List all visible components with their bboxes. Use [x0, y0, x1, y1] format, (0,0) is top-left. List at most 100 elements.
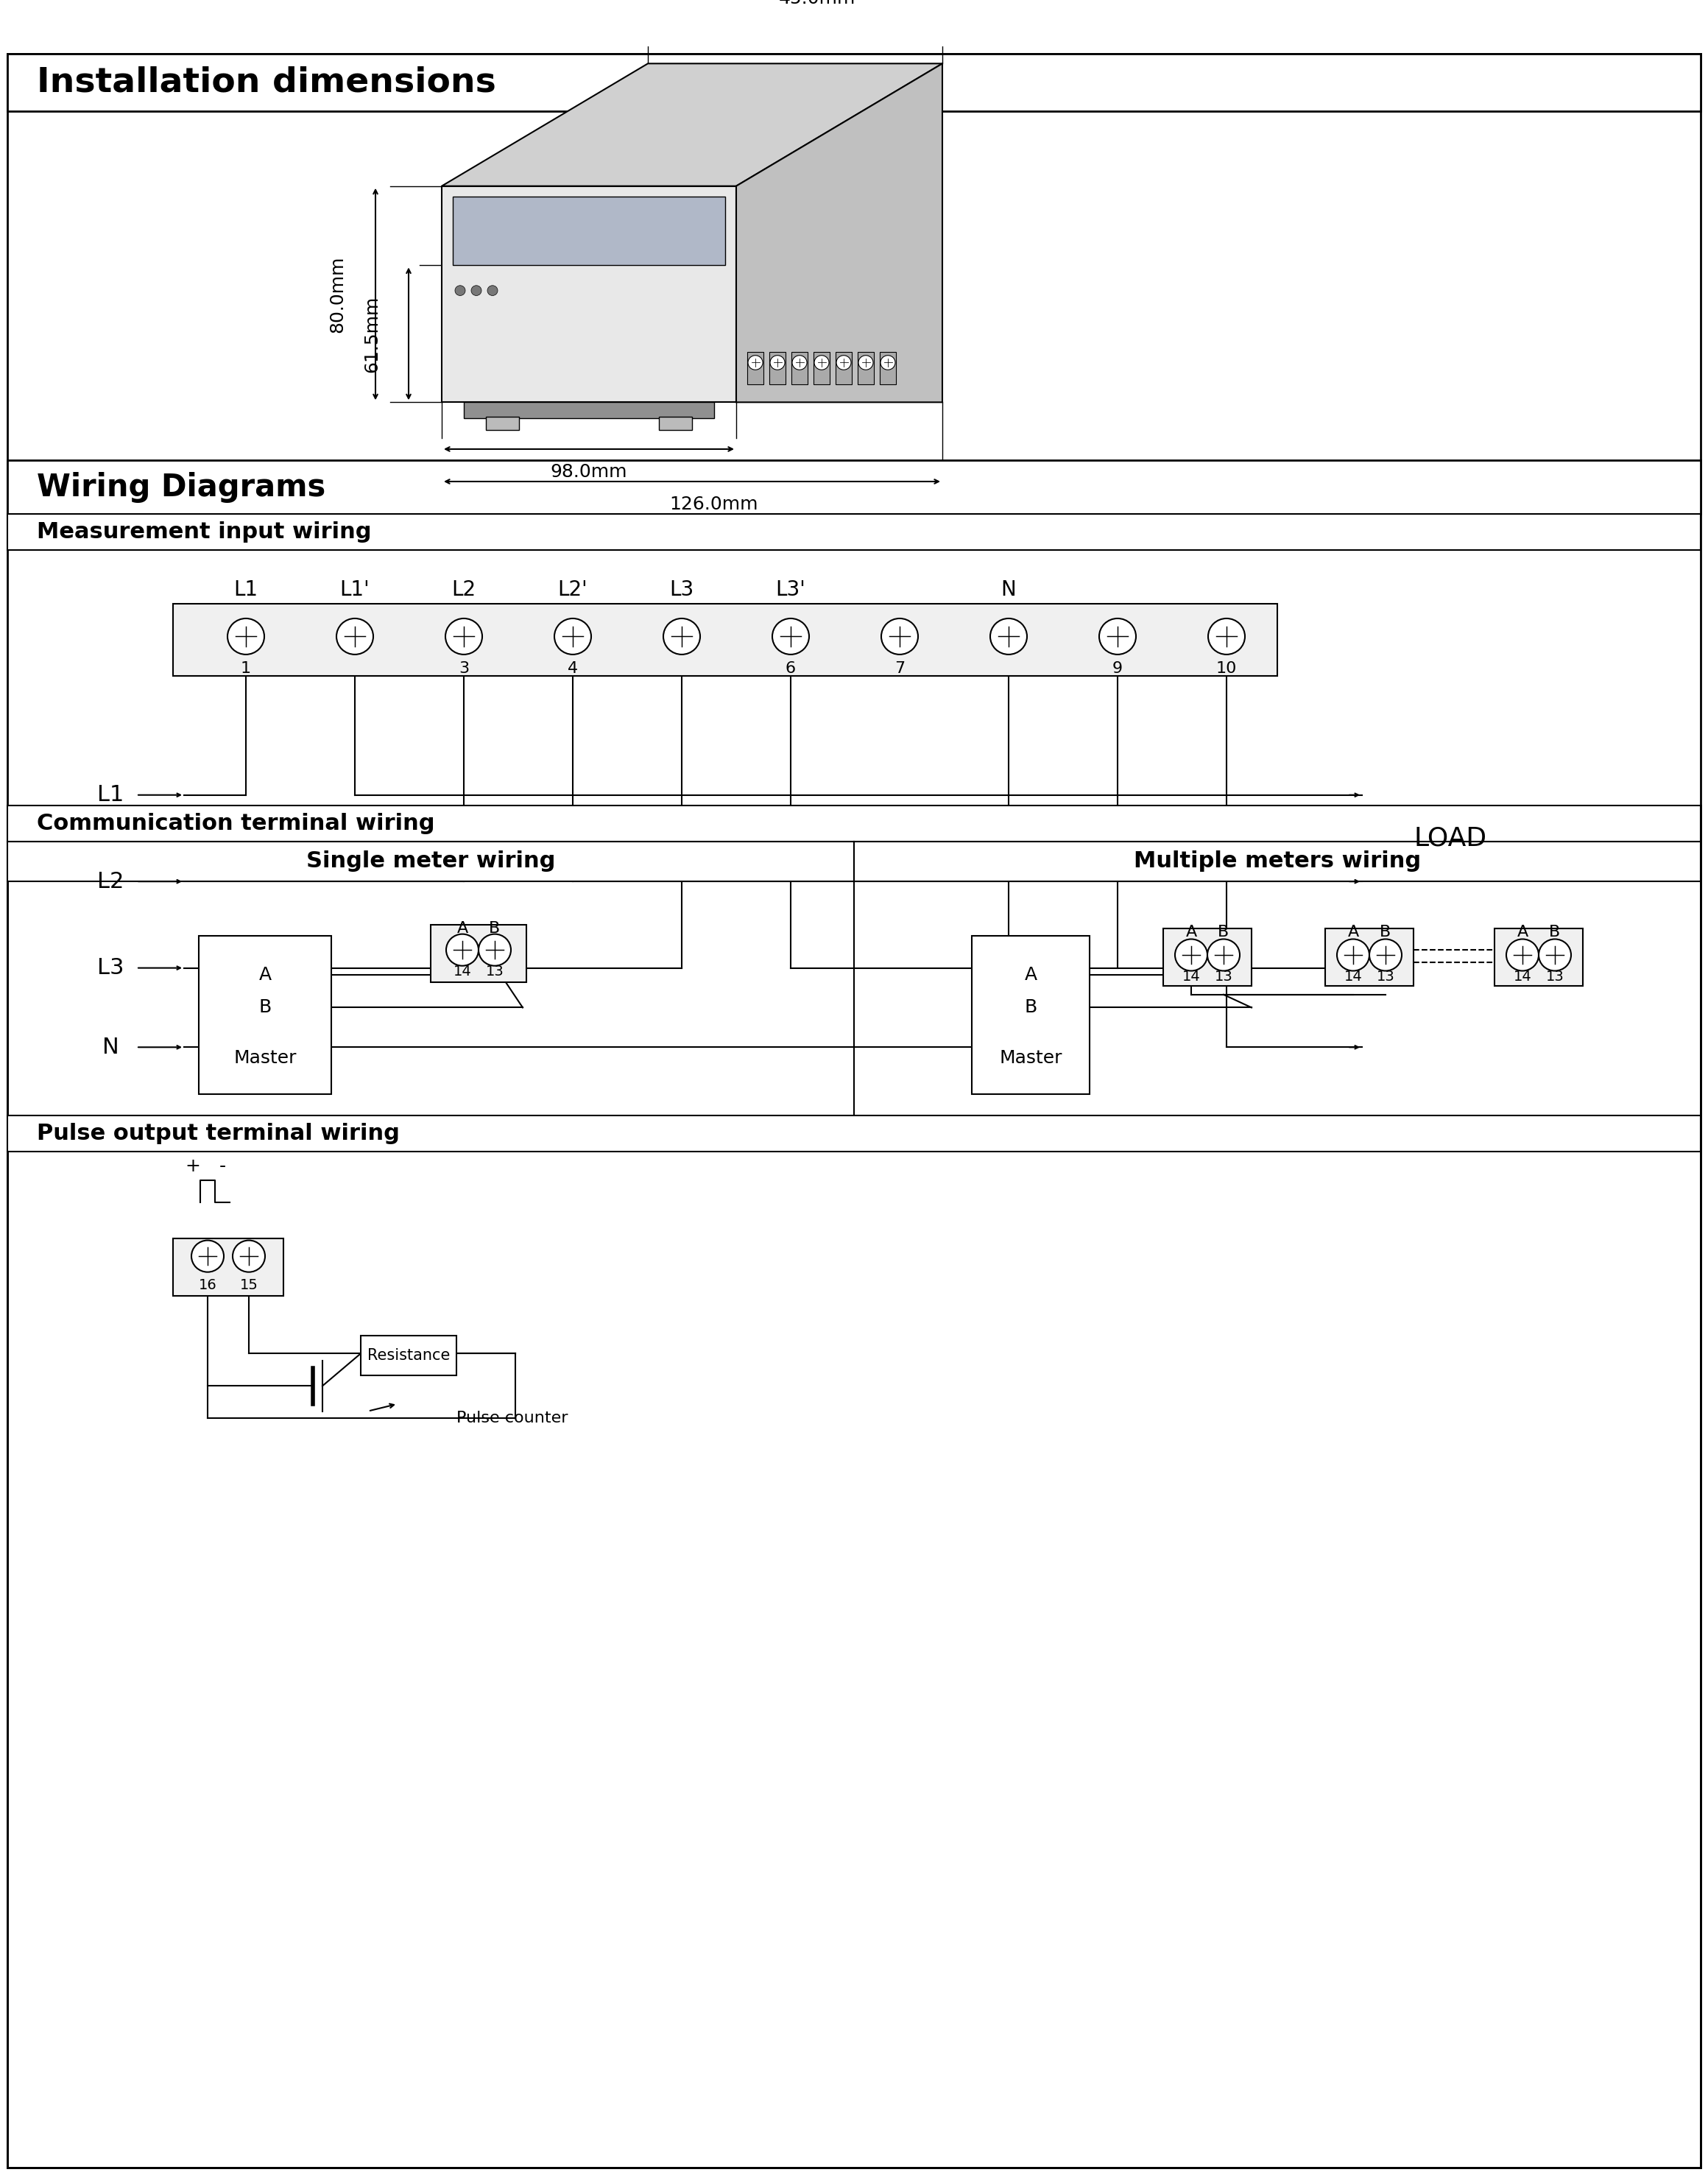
Text: 16: 16 — [198, 1279, 217, 1292]
Text: 15: 15 — [239, 1279, 258, 1292]
Text: B: B — [1549, 924, 1561, 940]
Bar — [7, 459, 1701, 513]
Text: L1: L1 — [234, 579, 258, 600]
Text: 14: 14 — [1182, 970, 1201, 983]
Circle shape — [881, 355, 895, 370]
Text: 4: 4 — [567, 661, 577, 676]
Text: Measurement input wiring: Measurement input wiring — [38, 522, 371, 542]
Polygon shape — [453, 198, 726, 265]
Circle shape — [1208, 940, 1240, 970]
Circle shape — [232, 1240, 265, 1272]
Circle shape — [1506, 940, 1539, 970]
Text: 13: 13 — [1546, 970, 1565, 983]
Text: 61.5mm: 61.5mm — [362, 296, 381, 372]
Circle shape — [227, 618, 265, 655]
Bar — [748, 352, 763, 385]
Circle shape — [748, 355, 763, 370]
Bar — [485, 418, 519, 431]
Text: 98.0mm: 98.0mm — [550, 463, 627, 481]
Text: 14: 14 — [1513, 970, 1532, 983]
Circle shape — [454, 285, 465, 296]
Circle shape — [881, 618, 919, 655]
Text: A: A — [456, 920, 468, 935]
Bar — [360, 1335, 456, 1375]
Polygon shape — [442, 187, 736, 402]
Bar — [1163, 929, 1252, 985]
Bar — [972, 935, 1090, 1094]
Text: B: B — [488, 920, 500, 935]
Circle shape — [1539, 940, 1571, 970]
Bar — [659, 418, 692, 431]
Bar — [7, 54, 1701, 111]
Text: N: N — [1001, 579, 1016, 600]
Circle shape — [663, 618, 700, 655]
Text: LOAD: LOAD — [1414, 826, 1486, 850]
Bar — [835, 352, 852, 385]
Polygon shape — [442, 63, 943, 187]
Text: 7: 7 — [895, 661, 905, 676]
Bar — [7, 513, 1701, 550]
Bar — [1494, 929, 1583, 985]
Text: L2': L2' — [559, 579, 588, 600]
Bar — [813, 352, 830, 385]
Circle shape — [859, 355, 873, 370]
Bar — [791, 352, 808, 385]
Text: 14: 14 — [453, 964, 471, 979]
Text: Multiple meters wiring: Multiple meters wiring — [1134, 850, 1421, 872]
Text: A: A — [1348, 924, 1360, 940]
Text: +: + — [184, 1157, 200, 1174]
Circle shape — [446, 618, 482, 655]
Circle shape — [336, 618, 374, 655]
Bar — [430, 924, 526, 983]
Bar — [854, 842, 1701, 881]
Text: 80.0mm: 80.0mm — [328, 257, 347, 333]
Bar — [7, 1116, 1701, 1153]
Circle shape — [1208, 618, 1245, 655]
Text: -: - — [219, 1157, 225, 1174]
Text: L1: L1 — [97, 785, 123, 805]
Circle shape — [1337, 940, 1370, 970]
Bar — [465, 402, 714, 418]
Text: Master: Master — [999, 1048, 1062, 1068]
Bar — [7, 805, 1701, 842]
Text: Installation dimensions: Installation dimensions — [38, 65, 495, 98]
Text: Pulse counter: Pulse counter — [456, 1412, 569, 1425]
Circle shape — [191, 1240, 224, 1272]
Text: 6: 6 — [786, 661, 796, 676]
Bar — [7, 842, 854, 881]
Text: 13: 13 — [1214, 970, 1233, 983]
Text: 13: 13 — [1377, 970, 1395, 983]
Text: 14: 14 — [1344, 970, 1363, 983]
Text: A: A — [258, 966, 272, 983]
Text: L2: L2 — [97, 870, 123, 892]
Text: B: B — [1025, 998, 1037, 1016]
Circle shape — [446, 933, 478, 966]
Text: A: A — [1517, 924, 1529, 940]
Text: 13: 13 — [485, 964, 504, 979]
Text: A: A — [1185, 924, 1197, 940]
Text: L3: L3 — [670, 579, 693, 600]
Bar — [173, 1238, 284, 1296]
Bar — [198, 935, 331, 1094]
Text: L1': L1' — [340, 579, 371, 600]
Bar — [7, 1116, 1701, 2168]
Polygon shape — [736, 63, 943, 402]
Text: 126.0mm: 126.0mm — [670, 496, 758, 513]
Text: A: A — [1025, 966, 1037, 983]
Circle shape — [478, 933, 511, 966]
Circle shape — [772, 618, 810, 655]
Bar — [1325, 929, 1414, 985]
Bar — [173, 605, 1278, 676]
Circle shape — [555, 618, 591, 655]
Circle shape — [991, 618, 1027, 655]
Text: B: B — [1380, 924, 1390, 940]
Text: Master: Master — [234, 1048, 297, 1068]
Bar — [857, 352, 874, 385]
Text: 9: 9 — [1112, 661, 1122, 676]
Text: Resistance: Resistance — [367, 1348, 449, 1364]
Text: 45.0mm: 45.0mm — [779, 0, 856, 7]
Bar — [769, 352, 786, 385]
Text: L3': L3' — [775, 579, 806, 600]
Text: Single meter wiring: Single meter wiring — [306, 850, 555, 872]
Circle shape — [1175, 940, 1208, 970]
